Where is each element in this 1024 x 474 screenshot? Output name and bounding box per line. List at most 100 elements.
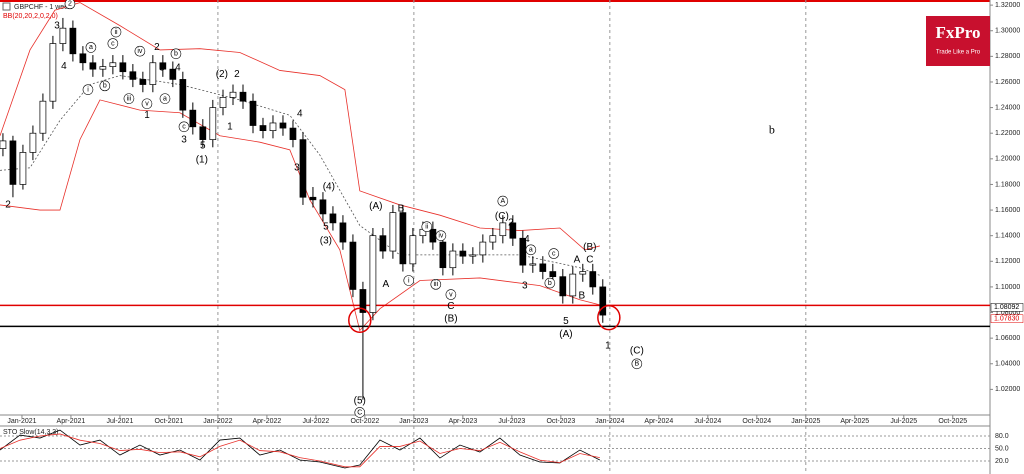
wave-label: 3	[181, 134, 187, 145]
candle-body	[479, 241, 487, 256]
logo-box	[926, 16, 990, 66]
wave-label: c	[111, 40, 115, 47]
candle-body	[209, 107, 217, 140]
wave-label: iv	[137, 48, 143, 55]
x-tick-label: Apr-2022	[253, 418, 282, 425]
candle-body	[339, 222, 347, 243]
x-tick-label: Oct-2025	[938, 418, 967, 425]
wave-label: b	[174, 51, 178, 58]
y-tick-label: 1.20000	[995, 156, 1020, 163]
wave-label: (C)	[495, 211, 509, 222]
x-tick-label: Jul-2024	[694, 418, 721, 425]
candle-body	[529, 263, 537, 266]
x-tick-label: Jan-2022	[203, 418, 232, 425]
candle-body	[319, 199, 327, 215]
annotation-circle	[107, 38, 119, 49]
wave-label: 3	[522, 280, 528, 291]
candle-body	[129, 71, 137, 80]
x-tick-label: Jul-2022	[302, 418, 329, 425]
x-tick-label: Jan-2025	[791, 418, 820, 425]
candle-body	[69, 27, 77, 55]
annotation-circle	[631, 358, 643, 370]
y-tick-label: 1.26000	[995, 79, 1020, 86]
x-tick-label: Apr-2025	[840, 418, 869, 425]
candle-body	[519, 237, 527, 266]
y-tick-label: 80.0	[995, 433, 1009, 440]
y-tick-label: 1.04000	[995, 361, 1020, 368]
candle-body	[119, 62, 127, 73]
annotation-circle	[403, 275, 415, 286]
wave-label: 3	[54, 20, 60, 31]
annotation-circle	[134, 45, 146, 57]
candle-body	[399, 212, 407, 265]
wave-label: C	[586, 255, 593, 266]
wave-label: iii	[433, 281, 438, 288]
y-tick-label: 1.18000	[995, 181, 1020, 188]
candle-body	[269, 122, 277, 131]
x-tick-label: Apr-2021	[57, 418, 86, 425]
candle-body	[279, 122, 287, 129]
candle-body	[349, 241, 357, 290]
annotation-circle	[82, 84, 94, 95]
x-tick-label: Oct-2024	[742, 418, 771, 425]
y-tick-label: 1.24000	[995, 104, 1020, 111]
candle-body	[429, 228, 437, 243]
candle-body	[109, 62, 117, 67]
wave-label: C	[357, 409, 362, 416]
wave-label: 2	[234, 69, 240, 80]
x-tick-label: Apr-2023	[448, 418, 477, 425]
candle-body	[179, 79, 187, 111]
candle-body	[409, 235, 417, 265]
wave-label: (2)	[216, 69, 228, 80]
annotation-circle	[445, 289, 457, 300]
candle-body	[199, 126, 207, 140]
candle-body	[149, 62, 157, 85]
wave-label: (B)	[583, 242, 596, 253]
wave-label: i	[408, 277, 410, 284]
wave-label: C	[447, 301, 454, 312]
wave-label: (B)	[444, 314, 457, 325]
candle-body	[389, 212, 397, 252]
candle-body	[249, 100, 257, 126]
wave-label: 2	[68, 1, 72, 8]
wave-label: B	[635, 361, 640, 368]
wave-label: 1	[605, 340, 611, 351]
chart-title: GBPCHF - 1 week	[14, 4, 72, 11]
candle-body	[29, 132, 37, 153]
y-tick-label: 1.08000	[995, 309, 1020, 316]
annotation-circle	[548, 248, 560, 259]
bollinger-band	[0, 75, 600, 276]
wave-label: (3)	[320, 235, 332, 246]
candle-body	[379, 235, 387, 252]
candle-body	[599, 286, 607, 316]
bollinger-band	[0, 2, 600, 251]
candle-body	[439, 241, 447, 269]
wave-label: 3	[159, 63, 165, 74]
candle-body	[0, 140, 7, 149]
y-tick-label: 1.32000	[995, 2, 1020, 9]
annotation-circle	[525, 244, 537, 256]
annotation-circle	[141, 98, 153, 110]
x-tick-label: Jul-2021	[106, 418, 133, 425]
candle-body	[509, 222, 517, 239]
osc-title: STO Slow(14,3,3)	[3, 429, 59, 436]
symbol-icon	[2, 2, 11, 11]
x-tick-label: Jul-2025	[890, 418, 917, 425]
wave-label: 4	[297, 109, 303, 120]
wave-label: 2	[154, 42, 160, 53]
annotation-circle	[159, 93, 171, 104]
wave-label: A	[383, 279, 390, 290]
wave-label: B	[398, 203, 405, 214]
candle-body	[499, 222, 507, 237]
wave-label: b	[769, 122, 775, 136]
candle-body	[589, 271, 597, 288]
wave-label: ii	[425, 224, 429, 231]
candle-body	[9, 140, 17, 185]
y-tick-label: 1.22000	[995, 130, 1020, 137]
candle-body	[569, 273, 577, 297]
candle-body	[459, 250, 467, 257]
wave-label: v	[449, 291, 453, 298]
x-tick-label: Oct-2022	[350, 418, 379, 425]
candle-body	[229, 91, 237, 98]
candle-body	[299, 139, 307, 198]
